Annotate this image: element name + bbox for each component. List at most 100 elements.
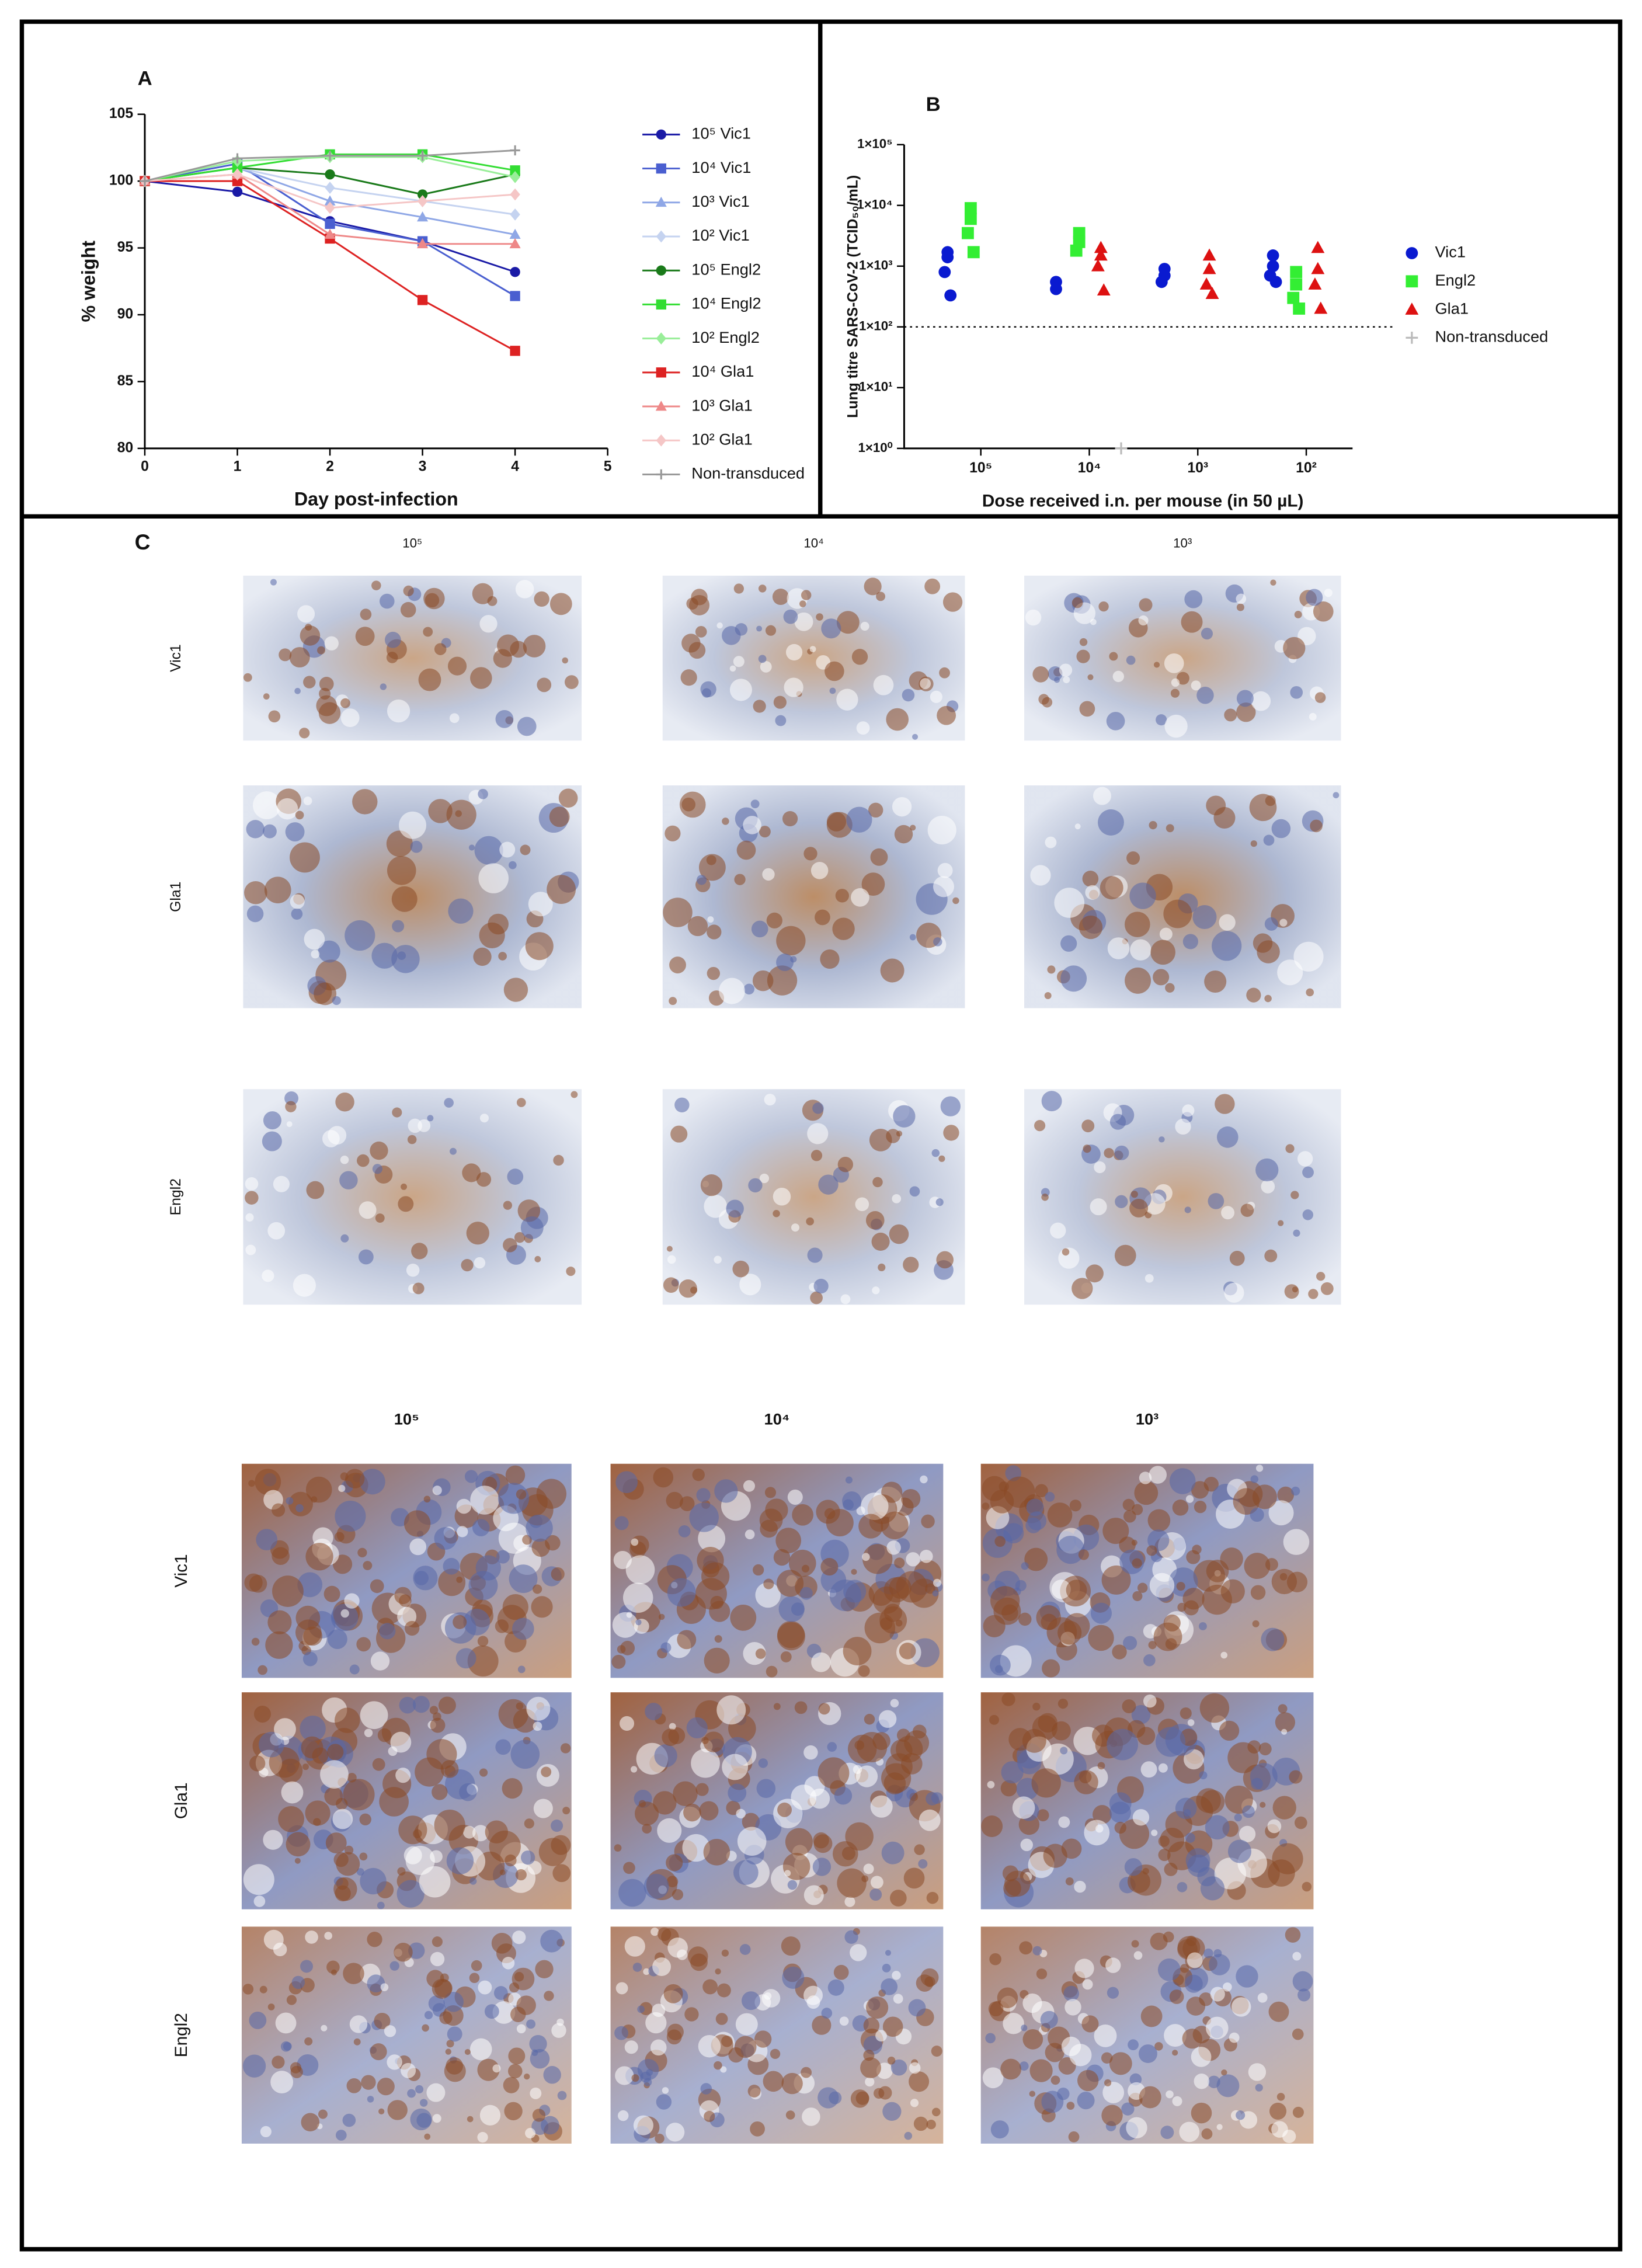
tissue-texture [670, 1125, 688, 1143]
column-label: 10⁴ [764, 1410, 790, 1428]
tissue-texture [1079, 915, 1103, 940]
tissue-texture [1184, 1749, 1204, 1770]
tissue-texture [477, 2058, 500, 2081]
tissue-texture [446, 2040, 454, 2048]
tissue-texture [715, 2013, 728, 2025]
tissue-texture [806, 1995, 820, 2009]
tissue-texture [906, 1552, 920, 1567]
tissue-texture [1291, 1486, 1300, 1496]
y-tick-label: 85 [117, 373, 134, 389]
tissue-texture [617, 1645, 626, 1654]
tissue-texture [1165, 983, 1175, 993]
tissue-texture [1041, 1194, 1049, 1201]
tissue-texture [306, 1181, 325, 1199]
tissue-texture [479, 1768, 488, 1777]
tissue-texture [1278, 1220, 1284, 1226]
tissue-texture [714, 1479, 738, 1503]
tissue-texture [384, 631, 401, 648]
tissue-texture [332, 1808, 353, 1829]
tissue-texture [794, 612, 813, 631]
marker [964, 213, 977, 225]
tissue-texture [479, 2104, 501, 2126]
tissue-texture [562, 657, 569, 664]
tissue-texture [787, 1880, 798, 1890]
marker [1205, 287, 1219, 300]
tissue-texture [810, 1291, 823, 1305]
tissue-texture [260, 2126, 272, 2138]
tissue-texture [1157, 1958, 1181, 1981]
tissue-texture [1077, 2069, 1099, 2092]
tissue-texture [1204, 970, 1227, 993]
tissue-texture [893, 1994, 903, 2004]
tissue-texture [1185, 1832, 1195, 1843]
tissue-texture [687, 916, 708, 937]
tissue-texture [288, 1491, 313, 1516]
marker [1311, 241, 1325, 253]
tissue-texture [789, 1549, 816, 1577]
tissue-texture [869, 1888, 882, 1901]
axis [903, 144, 1353, 450]
tissue-texture [278, 1806, 304, 1832]
tissue-texture [359, 1469, 385, 1495]
tissue-texture [463, 1825, 476, 1839]
tissue-texture [242, 2054, 266, 2078]
tissue-texture [924, 1583, 935, 1594]
tissue-texture [1212, 931, 1242, 961]
tissue-texture [745, 1529, 755, 1540]
tissue-texture [1051, 1580, 1071, 1599]
tissue-texture [391, 945, 420, 973]
tissue-texture [301, 2113, 320, 2132]
tissue-texture [1313, 601, 1334, 622]
tissue-texture [1192, 905, 1217, 930]
tissue-texture [349, 2015, 368, 2033]
tissue-texture [430, 1952, 445, 1967]
tissue-texture [844, 1930, 858, 1944]
tissue-texture [845, 1476, 853, 1484]
marker [1406, 275, 1418, 288]
tissue-texture [475, 1555, 501, 1581]
tissue-texture [1191, 2047, 1212, 2067]
tissue-texture [908, 1999, 926, 2017]
tissue-texture [263, 693, 270, 700]
tissue-texture [294, 1857, 301, 1864]
tissue-texture [534, 1255, 541, 1262]
tissue-texture [871, 1232, 890, 1251]
tissue-texture [336, 1852, 360, 1876]
tissue-texture [1138, 615, 1149, 626]
tissue-texture [635, 1619, 642, 1626]
tissue-texture [1060, 1747, 1068, 1755]
marker [1091, 259, 1105, 272]
tissue-texture [1164, 2024, 1187, 2047]
tissue-texture [836, 688, 858, 711]
tissue-texture [667, 1578, 696, 1607]
tissue-texture [910, 2099, 919, 2107]
tissue-texture [1094, 2024, 1117, 2047]
tissue-texture [1159, 1136, 1165, 1143]
tissue-texture [1069, 2044, 1092, 2067]
tissue-texture [855, 1197, 869, 1212]
tissue-texture [794, 1701, 808, 1714]
tissue-texture [815, 909, 830, 926]
tissue-texture [1069, 1500, 1081, 1512]
tissue-texture [1131, 1539, 1137, 1546]
tissue-texture [1277, 1486, 1295, 1504]
tissue-texture [666, 1854, 683, 1872]
tissue-texture [990, 2120, 1009, 2139]
tissue-texture [787, 1489, 803, 1505]
tissue-texture [857, 1731, 888, 1762]
tissue-texture [739, 1274, 761, 1296]
tissue-texture [909, 2071, 930, 2092]
tissue-texture [473, 947, 492, 966]
tissue-texture [1065, 1877, 1074, 1886]
tissue-texture [264, 876, 291, 903]
tissue-texture [243, 1864, 274, 1895]
tissue-texture [841, 1846, 855, 1860]
tissue-texture [637, 2005, 645, 2013]
tissue-texture [743, 1641, 766, 1665]
tissue-texture [703, 1839, 730, 1866]
tissue-texture [323, 1585, 340, 1602]
tissue-texture [286, 1995, 297, 2005]
x-axis-label: Day post-infection [294, 489, 458, 510]
tissue-texture [743, 1480, 755, 1492]
tissue-texture [703, 1731, 724, 1752]
